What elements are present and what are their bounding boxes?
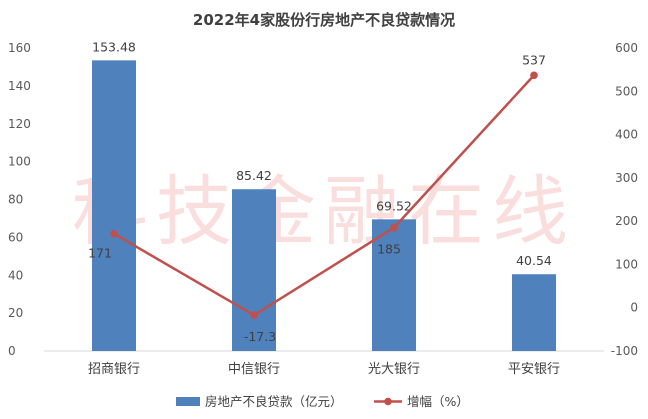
right-tick-label: 600 (615, 41, 638, 55)
legend-label-bar: 房地产不良贷款（亿元） (205, 394, 343, 409)
line-value-label: 185 (377, 242, 401, 257)
bar-2 (232, 189, 276, 351)
line-point-4 (530, 71, 538, 80)
bar-3 (372, 219, 416, 351)
chart-title: 2022年4家股份行房地产不良贷款情况 (193, 11, 455, 29)
line-series: 171 -17.3 185 537 (88, 52, 546, 344)
line-point-1 (110, 229, 118, 238)
bar-4 (512, 274, 556, 351)
right-tick-label: 500 (615, 84, 638, 98)
left-tick-label: 0 (8, 344, 16, 358)
left-tick-label: 100 (8, 155, 31, 169)
right-tick-label: 100 (615, 257, 638, 271)
line-value-label: 171 (88, 246, 112, 261)
bar-value-label: 153.48 (92, 39, 136, 54)
line-path (113, 74, 535, 317)
bar-series: 153.48 85.42 69.52 40.54 (92, 39, 556, 351)
left-tick-label: 120 (8, 117, 31, 131)
bar-1 (92, 60, 136, 351)
right-tick-label: -100 (611, 344, 638, 358)
right-tick-label: 400 (615, 128, 638, 142)
bar-value-label: 69.52 (376, 198, 412, 213)
line-value-label: -17.3 (244, 329, 276, 344)
bar-value-label: 40.54 (516, 253, 552, 268)
watermark-text: 科技金融在线 (72, 167, 576, 256)
right-y-axis: -100 0 100 200 300 400 500 600 (611, 41, 638, 358)
left-tick-label: 160 (8, 41, 31, 55)
legend-swatch-marker (384, 397, 392, 406)
category-label: 光大银行 (368, 362, 420, 377)
right-tick-label: 0 (630, 301, 638, 315)
legend-swatch-bar (176, 397, 200, 406)
bar-value-label: 85.42 (236, 168, 272, 183)
line-value-label: 537 (522, 52, 546, 67)
line-point-2 (250, 311, 258, 320)
left-tick-label: 80 (8, 193, 23, 207)
category-label: 招商银行 (88, 362, 140, 377)
left-tick-label: 40 (8, 268, 23, 282)
legend: 房地产不良贷款（亿元） 增幅（%） (176, 394, 469, 409)
category-labels: 招商银行 中信银行 光大银行 平安银行 (88, 362, 560, 377)
left-tick-label: 140 (8, 79, 31, 93)
left-y-axis: 0 20 40 60 80 100 120 140 160 (8, 41, 31, 358)
line-point-3 (390, 223, 398, 232)
right-tick-label: 300 (615, 171, 638, 185)
category-label: 中信银行 (228, 362, 280, 377)
category-label: 平安银行 (508, 362, 560, 377)
right-tick-label: 200 (615, 214, 638, 228)
legend-label-line: 增幅（%） (407, 394, 469, 409)
left-tick-label: 20 (8, 306, 23, 320)
left-tick-label: 60 (8, 230, 23, 244)
